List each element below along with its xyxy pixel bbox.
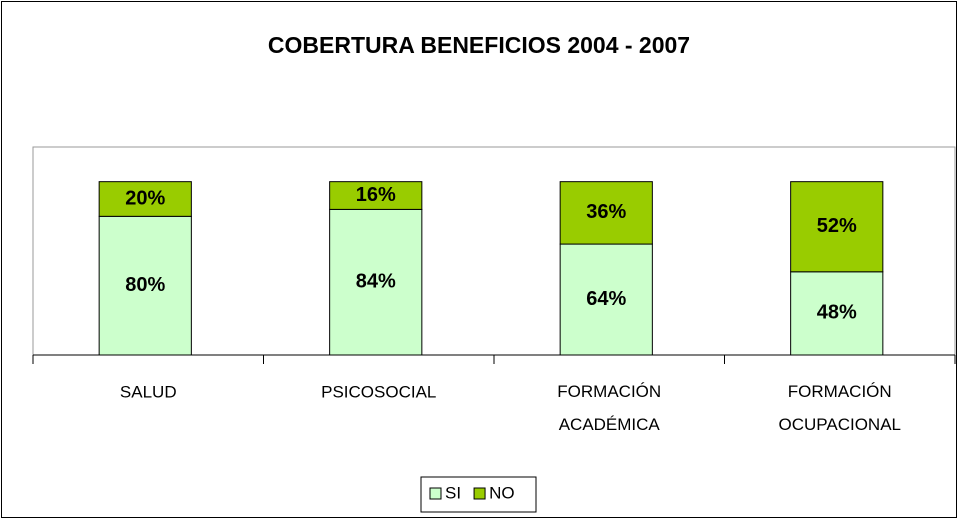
data-label: 48% bbox=[817, 302, 857, 324]
bar-segment bbox=[98, 215, 192, 356]
bar-segment bbox=[329, 181, 423, 210]
data-label: 16% bbox=[356, 184, 396, 206]
legend-swatch bbox=[473, 487, 486, 500]
legend-label: NO bbox=[489, 483, 515, 502]
data-label: 80% bbox=[125, 274, 165, 296]
x-tick-label: FORMACIÓN ACADÉMICA bbox=[557, 382, 661, 434]
chart-title: COBERTURA BENEFICIOS 2004 - 2007 bbox=[268, 32, 690, 58]
bar-segment bbox=[559, 243, 653, 356]
data-label: 20% bbox=[125, 187, 165, 209]
bar-segment bbox=[790, 271, 884, 356]
data-label: 64% bbox=[586, 288, 626, 310]
bar-segment bbox=[98, 181, 192, 217]
legend-swatch bbox=[429, 487, 442, 500]
data-label: 52% bbox=[817, 215, 857, 237]
x-tick-label: SALUD bbox=[120, 382, 177, 401]
bar-segment bbox=[329, 208, 423, 356]
data-label: 36% bbox=[586, 201, 626, 223]
legend-label: SI bbox=[445, 483, 461, 502]
bar-segment bbox=[559, 181, 653, 245]
data-label: 84% bbox=[356, 270, 396, 292]
x-tick-label: PSICOSOCIAL bbox=[321, 382, 436, 401]
x-tick-label: FORMACIÓN OCUPACIONAL bbox=[779, 382, 902, 434]
bar-segment bbox=[790, 181, 884, 273]
